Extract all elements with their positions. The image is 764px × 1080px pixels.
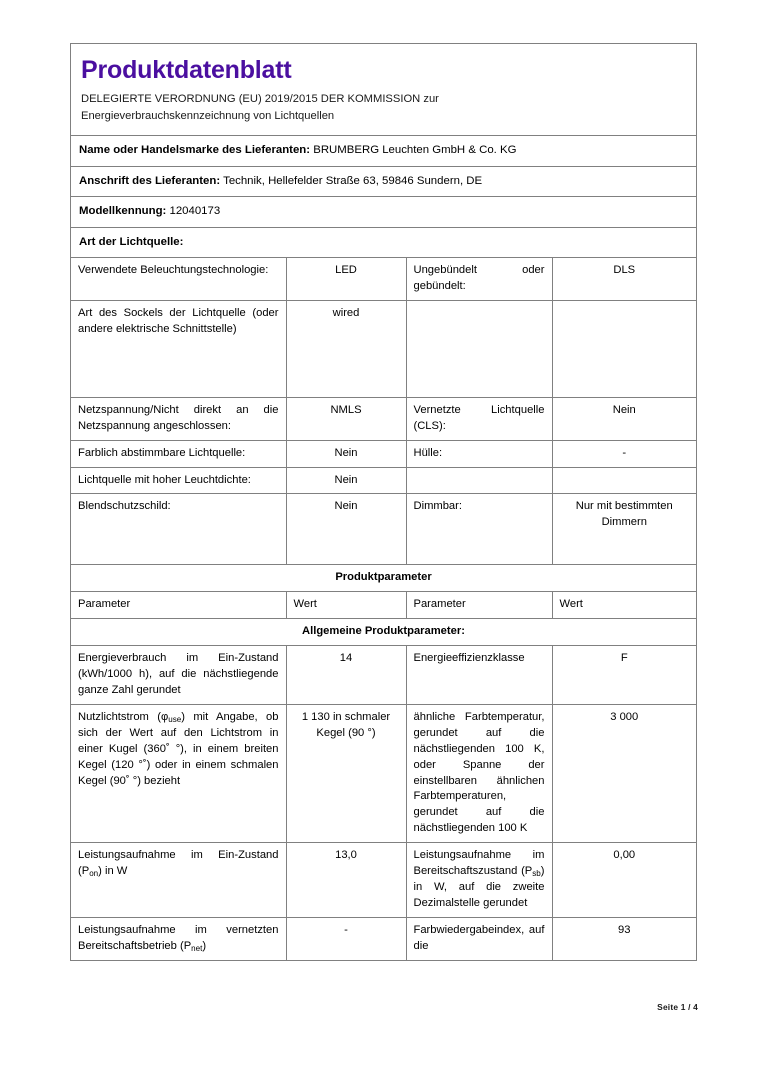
param-text-pre: Leistungsaufnahme im Bereitschaftszustan… (413, 849, 545, 878)
cell-value: F (551, 645, 696, 705)
cell-param: Ungebündelt oder gebündelt: (405, 257, 552, 301)
param-text-pre: Leistungsaufnahme im vernetzten Bereitsc… (78, 923, 279, 952)
light-source-type-heading: Art der Lichtquelle: (71, 226, 696, 257)
cell-param: Farbwiedergabeindex, auf die (405, 916, 552, 960)
cell-param: Blendschutzschild: (71, 493, 286, 565)
table-row: Lichtquelle mit hoher Leuchtdichte: Nein (71, 466, 696, 494)
param-subscript: sb (532, 868, 541, 878)
cell-value: Nein (551, 396, 696, 441)
cell-param: Lichtquelle mit hoher Leuchtdichte: (71, 466, 286, 494)
cell-param: Vernetzte Lichtquelle (CLS): (405, 396, 552, 441)
cell-param: Dimmbar: (405, 493, 552, 565)
cell-value: - (285, 916, 406, 960)
supplier-name-label: Name oder Handelsmarke des Lieferanten: (79, 144, 311, 157)
cell-value: Nein (285, 493, 406, 565)
cell-param: Art des Sockels der Lichtquelle (oder an… (71, 299, 286, 398)
supplier-address-row: Anschrift des Lieferanten: Technik, Hell… (71, 165, 696, 196)
cell-param: Nutzlichtstrom (φuse) mit Angabe, ob sic… (71, 703, 286, 843)
cell-value: Nein (285, 439, 406, 468)
table-header-row: Parameter Wert Parameter Wert (71, 591, 696, 619)
table-row: Farblich abstimmbare Lichtquelle: Nein H… (71, 439, 696, 468)
cell-param (405, 299, 552, 398)
cell-value (551, 299, 696, 398)
cell-param: Netzspannung/Nicht direkt an die Netzspa… (71, 396, 286, 441)
cell-param (405, 466, 552, 494)
general-parameters-header: Allgemeine Produktparameter: (71, 618, 696, 646)
subtitle-line-2: Energieverbrauchskennzeichnung von Licht… (81, 110, 335, 123)
cell-value: - (551, 439, 696, 468)
cell-value: NMLS (285, 396, 406, 441)
cell-param: Hülle: (405, 439, 552, 468)
table-row: Leistungsaufnahme im Ein-Zustand (Pon) i… (71, 842, 696, 918)
param-subscript: net (191, 943, 203, 953)
cell-param: Verwendete Beleuchtungstechnologie: (71, 257, 286, 301)
supplier-name-value: BRUMBERG Leuchten GmbH & Co. KG (313, 144, 517, 157)
table-row: Leistungsaufnahme im vernetzten Bereitsc… (71, 916, 696, 960)
cell-param: Farblich abstimmbare Lichtquelle: (71, 439, 286, 468)
cell-value: 14 (285, 645, 406, 705)
cell-value: wired (285, 299, 406, 398)
model-identifier-label: Modellkennung: (79, 205, 167, 218)
table-row: Energieverbrauch im Ein-Zustand (kWh/100… (71, 645, 696, 705)
regulation-subtitle: DELEGIERTE VERORDNUNG (EU) 2019/2015 DER… (71, 87, 696, 136)
cell-param: Energieverbrauch im Ein-Zustand (kWh/100… (71, 645, 286, 705)
column-header-value-2: Wert (551, 591, 696, 619)
cell-value: 93 (551, 916, 696, 960)
supplier-name-row: Name oder Handelsmarke des Lieferanten: … (71, 135, 696, 165)
param-text-pre: Leistungsaufnahme im Ein-Zustand (P (78, 849, 279, 878)
supplier-address-label: Anschrift des Lieferanten: (79, 174, 221, 187)
table-row: Art des Sockels der Lichtquelle (oder an… (71, 299, 696, 398)
column-header-parameter-2: Parameter (405, 591, 552, 619)
table-row: Netzspannung/Nicht direkt an die Netzspa… (71, 396, 696, 441)
param-text-post: ) (202, 939, 207, 952)
column-header-parameter-1: Parameter (71, 591, 286, 619)
param-subscript: on (89, 868, 99, 878)
model-identifier-value: 12040173 (169, 205, 221, 218)
cell-param: Leistungsaufnahme im Bereitschaftszustan… (405, 842, 552, 918)
supplier-address-value: Technik, Hellefelder Straße 63, 59846 Su… (223, 174, 483, 187)
section-title: Produktparameter (71, 564, 696, 592)
table-row: Blendschutzschild: Nein Dimmbar: Nur mit… (71, 493, 696, 565)
page-footer: Seite 1 / 4 (657, 1002, 698, 1012)
param-text-post: ) mit Angabe, ob sich der Wert auf den L… (78, 710, 279, 787)
param-text-post: ) in W, auf die zweite Dezimalstelle ger… (413, 865, 545, 909)
column-header-value-1: Wert (285, 591, 406, 619)
table-row: Nutzlichtstrom (φuse) mit Angabe, ob sic… (71, 703, 696, 843)
cell-value: DLS (551, 257, 696, 301)
cell-value (551, 466, 696, 494)
cell-param: Leistungsaufnahme im Ein-Zustand (Pon) i… (71, 842, 286, 918)
section-title: Allgemeine Produktparameter: (71, 618, 696, 646)
cell-param: ähnliche Farbtemperatur, gerundet auf di… (405, 703, 552, 843)
cell-value: LED (285, 257, 406, 301)
table-row: Verwendete Beleuchtungstechnologie: LED … (71, 257, 696, 301)
cell-value: Nur mit bestimmten Dimmern (551, 493, 696, 565)
page-title: Produktdatenblatt (81, 56, 292, 84)
cell-value: 3 000 (551, 703, 696, 843)
cell-value: 1 130 in schmaler Kegel (90 °) (285, 703, 406, 843)
param-text-post: ) in W (98, 865, 128, 878)
param-text-pre: Nutzlichtstrom (φ (78, 710, 169, 723)
cell-value: Nein (285, 466, 406, 494)
cell-value: 0,00 (551, 842, 696, 918)
subtitle-line-1: DELEGIERTE VERORDNUNG (EU) 2019/2015 DER… (81, 92, 439, 105)
model-identifier-row: Modellkennung: 12040173 (71, 196, 696, 226)
product-parameters-section-header: Produktparameter (71, 564, 696, 592)
cell-value: 13,0 (285, 842, 406, 918)
light-source-table: Verwendete Beleuchtungstechnologie: LED … (71, 257, 696, 960)
datasheet-table: Produktdatenblatt DELEGIERTE VERORDNUNG … (70, 43, 697, 961)
cell-param: Energieeffizienzklasse (405, 645, 552, 705)
param-subscript: use (168, 714, 182, 724)
cell-param: Leistungsaufnahme im vernetzten Bereitsc… (71, 916, 286, 960)
